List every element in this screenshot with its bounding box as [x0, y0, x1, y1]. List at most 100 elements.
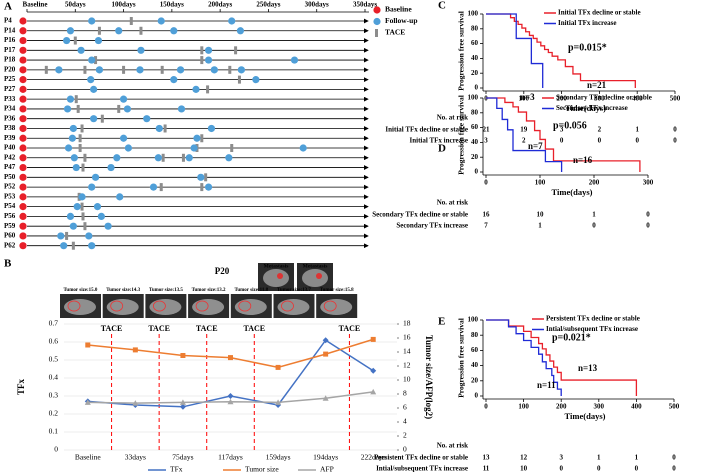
x-tick-label: 250days [256, 1, 280, 9]
follow-up-dot [73, 203, 81, 211]
ct-tumor [110, 300, 124, 312]
follow-up-dot [88, 242, 96, 250]
legend-label: AFP [320, 465, 334, 474]
panel-label: A [4, 1, 12, 13]
risk-count: 10 [520, 465, 528, 473]
row-label: P25 [4, 75, 16, 83]
follow-up-dot [104, 222, 112, 230]
risk-count: 1 [597, 454, 601, 462]
risk-count: 0 [598, 137, 602, 145]
baseline-dot [19, 163, 27, 172]
follow-up-dot [136, 66, 144, 74]
follow-up-dot [88, 183, 96, 191]
follow-up-dot [237, 66, 245, 74]
row-label: P27 [4, 85, 16, 93]
follow-up-dot [155, 124, 163, 133]
row-label: P59 [4, 222, 16, 230]
row-label: P42 [4, 153, 16, 161]
tace-marker [234, 46, 238, 55]
y-tick-label: 80 [471, 24, 479, 32]
follow-up-dot [210, 66, 218, 74]
follow-up-dot [177, 105, 186, 113]
x-tick-label: 100 [518, 403, 529, 411]
ct-tumor [281, 300, 294, 312]
row-label: P52 [4, 183, 16, 191]
follow-up-dot [70, 154, 78, 162]
tace-marker [78, 144, 82, 153]
follow-up-dot [176, 66, 185, 74]
y2-tick-label: 18 [403, 319, 411, 328]
marker [84, 399, 91, 405]
tace-marker [78, 134, 82, 143]
x-tick-label: 50days [65, 1, 86, 9]
tace-marker [83, 222, 87, 231]
risk-row-label: Intial/subsequent TFx increase [376, 465, 468, 473]
baseline-dot [19, 222, 27, 230]
tace-marker [163, 124, 167, 133]
tace-marker [117, 104, 121, 113]
follow-up-dot [149, 183, 158, 191]
tace-marker [74, 95, 78, 104]
tace-marker [73, 36, 77, 45]
y-tick-label: 0.4 [49, 373, 59, 382]
marker [370, 336, 376, 342]
legend-label: Follow-up [385, 16, 418, 25]
row-label: P40 [4, 144, 16, 152]
y2-tick-label: 16 [403, 333, 411, 342]
x-tick-label: 222days [361, 453, 386, 462]
tace-marker [94, 56, 98, 65]
baseline-dot [19, 56, 27, 64]
marker [132, 400, 139, 406]
x-tick-label: Baseline [75, 453, 101, 462]
annotation: n=3 [520, 92, 535, 102]
baseline-dot [19, 212, 27, 220]
annotation: p=0.021* [552, 332, 591, 343]
tace-marker [204, 173, 208, 182]
tace-marker [228, 65, 232, 74]
follow-up-dot [60, 242, 68, 250]
y-tick-label: 60 [471, 123, 479, 131]
survival-curve [486, 13, 544, 88]
tace-marker [200, 46, 204, 55]
panel-label: B [4, 258, 12, 270]
tace-marker [230, 144, 234, 153]
y-tick-label: 40 [471, 361, 479, 369]
marker [322, 395, 329, 401]
marker [227, 398, 234, 405]
risk-table-title: No. at risk [437, 442, 468, 450]
y-tick-label: 100 [468, 316, 479, 324]
tace-marker [200, 56, 204, 65]
tace-marker [80, 202, 84, 211]
y-tick-label: 0.2 [49, 409, 59, 418]
risk-count: 0 [672, 465, 676, 473]
ct-tumor [67, 300, 81, 312]
risk-count: 0 [673, 137, 677, 145]
panel-label: C [438, 0, 446, 12]
row-label: P14 [4, 26, 16, 34]
row-label: P38 [4, 124, 16, 132]
ct-tumor [195, 300, 209, 312]
annotation: p=0.015* [568, 42, 607, 53]
baseline-dot [19, 183, 27, 191]
follow-up-dot [236, 27, 245, 35]
baseline-dot [19, 95, 27, 103]
y-tick-label: 20 [471, 69, 479, 77]
ct-images [258, 263, 333, 291]
annotation: TACE [148, 324, 170, 333]
risk-count: 0 [673, 126, 677, 134]
follow-up-dot [95, 66, 104, 74]
marker [85, 342, 91, 348]
follow-up-dot [88, 17, 96, 25]
follow-up-dot [90, 85, 98, 93]
risk-count: 1 [635, 454, 639, 462]
image-label: Tumor size:11.8 [234, 288, 268, 293]
row-label: P16 [4, 36, 16, 44]
annotation: n=21 [587, 80, 607, 90]
x-tick-label: 100days [112, 1, 136, 9]
legend-swatch [373, 17, 381, 26]
row-label: P56 [4, 212, 16, 220]
x-tick-label: 350days [353, 1, 377, 9]
annotation: n=7 [528, 141, 543, 151]
legend-label: Tumor size [245, 465, 279, 474]
